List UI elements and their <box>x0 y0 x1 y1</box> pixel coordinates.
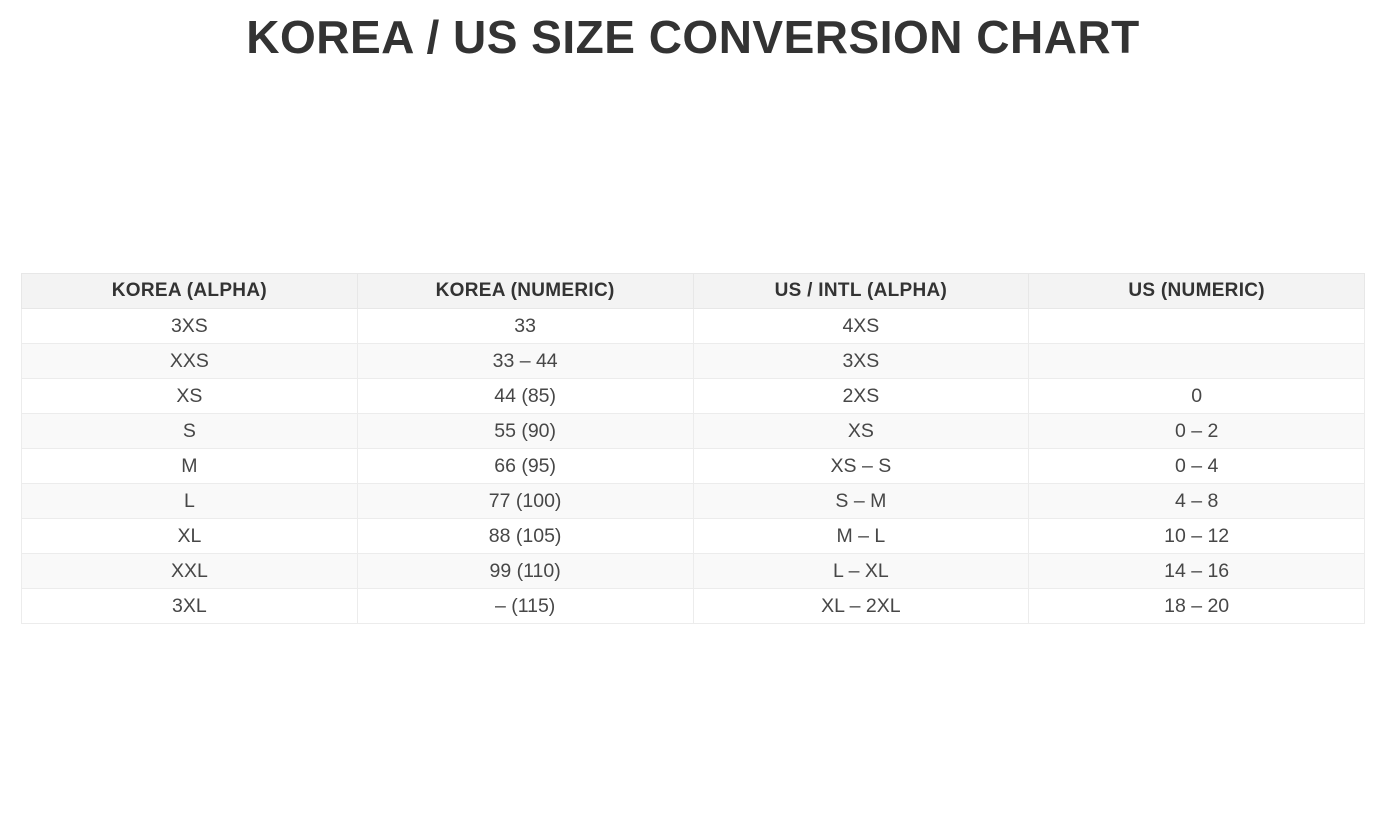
table-row: S 55 (90) XS 0 – 2 <box>21 413 1365 449</box>
table-cell: 3XS <box>692 343 1030 379</box>
table-cell: 55 (90) <box>356 413 694 449</box>
table-row: 3XS 33 4XS <box>21 308 1365 344</box>
page-title: KOREA / US SIZE CONVERSION CHART <box>246 11 1140 63</box>
table-cell <box>1028 308 1365 344</box>
table-cell: 33 – 44 <box>356 343 694 379</box>
table-cell: 2XS <box>692 378 1030 414</box>
column-header-korea-numeric: KOREA (NUMERIC) <box>356 273 694 309</box>
table-cell <box>1028 343 1365 379</box>
column-header-us-intl-alpha: US / INTL (ALPHA) <box>692 273 1030 309</box>
table-row: XS 44 (85) 2XS 0 <box>21 378 1365 414</box>
table-cell: 66 (95) <box>356 448 694 484</box>
table-cell: 88 (105) <box>356 518 694 554</box>
column-header-korea-alpha: KOREA (ALPHA) <box>21 273 358 309</box>
table-cell: 0 <box>1028 378 1365 414</box>
table-cell: S – M <box>692 483 1030 519</box>
column-header-us-numeric: US (NUMERIC) <box>1028 273 1365 309</box>
table-cell: S <box>21 413 358 449</box>
table-cell: XS – S <box>692 448 1030 484</box>
table-row: L 77 (100) S – M 4 – 8 <box>21 483 1365 519</box>
table-cell: XL <box>21 518 358 554</box>
table-cell: 0 – 2 <box>1028 413 1365 449</box>
table-row: M 66 (95) XS – S 0 – 4 <box>21 448 1365 484</box>
table-cell: XXL <box>21 553 358 589</box>
table-cell: XL – 2XL <box>692 588 1030 624</box>
table-cell: 3XL <box>21 588 358 624</box>
table-cell: L – XL <box>692 553 1030 589</box>
table-cell: XS <box>692 413 1030 449</box>
table-cell: 99 (110) <box>356 553 694 589</box>
table-cell: 4 – 8 <box>1028 483 1365 519</box>
size-conversion-table: KOREA (ALPHA) KOREA (NUMERIC) US / INTL … <box>21 273 1365 624</box>
table-cell: 4XS <box>692 308 1030 344</box>
table-cell: M <box>21 448 358 484</box>
table-cell: 33 <box>356 308 694 344</box>
table-cell: XS <box>21 378 358 414</box>
table-header: KOREA (ALPHA) KOREA (NUMERIC) US / INTL … <box>21 273 1365 309</box>
table-cell: XXS <box>21 343 358 379</box>
table-row: 3XL – (115) XL – 2XL 18 – 20 <box>21 588 1365 624</box>
table-row: XXS 33 – 44 3XS <box>21 343 1365 379</box>
table-cell: – (115) <box>356 588 694 624</box>
table-cell: 18 – 20 <box>1028 588 1365 624</box>
size-conversion-table-container: KOREA (ALPHA) KOREA (NUMERIC) US / INTL … <box>21 273 1365 624</box>
table-body: 3XS 33 4XS XXS 33 – 44 3XS XS 44 (85) 2X… <box>21 308 1365 624</box>
table-cell: 10 – 12 <box>1028 518 1365 554</box>
table-cell: 14 – 16 <box>1028 553 1365 589</box>
table-cell: 44 (85) <box>356 378 694 414</box>
table-cell: 77 (100) <box>356 483 694 519</box>
table-row: XL 88 (105) M – L 10 – 12 <box>21 518 1365 554</box>
table-row: XXL 99 (110) L – XL 14 – 16 <box>21 553 1365 589</box>
table-cell: 3XS <box>21 308 358 344</box>
table-cell: M – L <box>692 518 1030 554</box>
table-cell: L <box>21 483 358 519</box>
table-cell: 0 – 4 <box>1028 448 1365 484</box>
header-row: KOREA (ALPHA) KOREA (NUMERIC) US / INTL … <box>21 273 1365 309</box>
